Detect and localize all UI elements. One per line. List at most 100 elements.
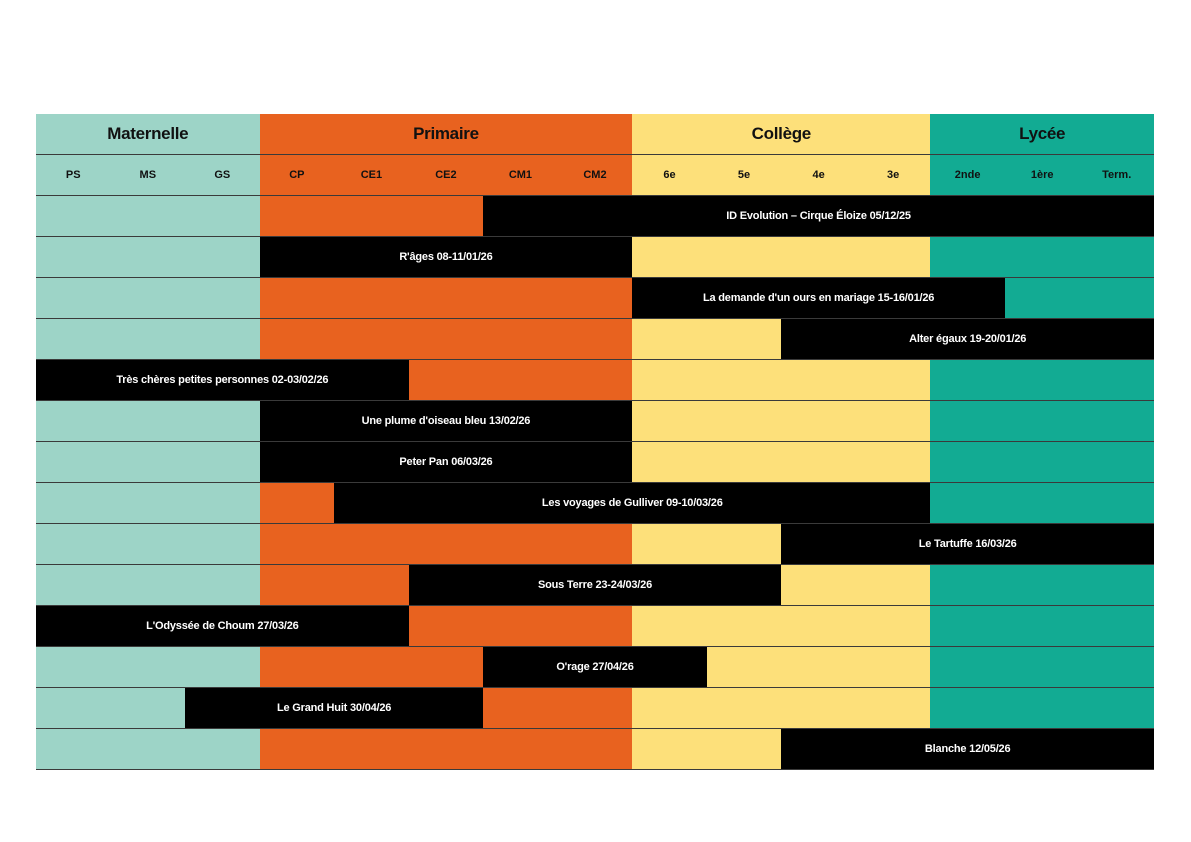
grade-cell <box>483 319 558 359</box>
grade-cell <box>36 278 111 318</box>
event-bar[interactable]: Sous Terre 23-24/03/26 <box>408 565 782 605</box>
grade-cell <box>632 524 707 564</box>
grade-cell <box>706 688 782 728</box>
level-header-college: Collège <box>632 114 931 155</box>
event-row: Blanche 12/05/26 <box>36 729 1154 770</box>
grade-cell <box>259 565 335 605</box>
event-bar[interactable]: Le Grand Huit 30/04/26 <box>185 688 484 728</box>
grade-cell <box>36 688 111 728</box>
event-bar[interactable]: Très chères petites personnes 02-03/02/2… <box>36 360 409 400</box>
grade-cell <box>706 606 782 646</box>
grade-cell <box>855 606 931 646</box>
level-header-primaire: Primaire <box>259 114 633 155</box>
grade-cell <box>110 483 186 523</box>
grade-cell <box>259 196 335 236</box>
grade-cell <box>706 360 782 400</box>
grade-header: 5e <box>706 155 782 195</box>
event-bar[interactable]: O'rage 27/04/26 <box>483 647 707 687</box>
grade-cell <box>632 606 707 646</box>
grade-header: 4e <box>781 155 856 195</box>
event-bar[interactable]: La demande d'un ours en mariage 15-16/01… <box>632 278 1005 318</box>
event-row: O'rage 27/04/26 <box>36 647 1154 688</box>
grade-cell <box>632 401 707 441</box>
grade-cell <box>36 483 111 523</box>
grade-cell <box>185 729 260 769</box>
event-bar[interactable]: Blanche 12/05/26 <box>781 729 1154 769</box>
grade-cell <box>557 524 633 564</box>
level-header-maternelle: Maternelle <box>36 114 260 155</box>
grade-cell <box>36 565 111 605</box>
grade-cell <box>632 688 707 728</box>
grade-cell <box>185 647 260 687</box>
grade-cell <box>1079 360 1154 400</box>
grade-header: CP <box>259 155 335 195</box>
level-header-row: Maternelle Primaire Collège Lycée <box>36 114 1154 155</box>
grade-cell <box>110 319 186 359</box>
grade-cell <box>930 606 1005 646</box>
grade-cell <box>1004 483 1080 523</box>
grade-cell <box>483 606 558 646</box>
event-row: Une plume d'oiseau bleu 13/02/26 <box>36 401 1154 442</box>
grade-cell <box>185 319 260 359</box>
grade-cell <box>185 196 260 236</box>
event-row: Le Grand Huit 30/04/26 <box>36 688 1154 729</box>
grade-cell <box>930 647 1005 687</box>
grade-cell <box>110 729 186 769</box>
grade-cell <box>408 196 484 236</box>
grade-cell <box>706 524 782 564</box>
event-bar[interactable]: Une plume d'oiseau bleu 13/02/26 <box>259 401 633 441</box>
grade-cell <box>334 524 409 564</box>
grade-header: 1ère <box>1004 155 1080 195</box>
grade-cell <box>110 196 186 236</box>
grade-cell <box>706 647 782 687</box>
grade-cell <box>36 237 111 277</box>
event-bar[interactable]: Alter égaux 19-20/01/26 <box>781 319 1154 359</box>
grade-cell <box>1004 606 1080 646</box>
event-row: R'âges 08-11/01/26 <box>36 237 1154 278</box>
grade-cell <box>1004 442 1080 482</box>
grade-cell <box>185 237 260 277</box>
grade-cell <box>408 319 484 359</box>
grade-cell <box>334 319 409 359</box>
grade-cell <box>706 442 782 482</box>
grade-cell <box>483 729 558 769</box>
event-bar[interactable]: R'âges 08-11/01/26 <box>259 237 633 277</box>
grade-cell <box>930 237 1005 277</box>
event-rows: ID Evolution – Cirque Éloize 05/12/25 R'â… <box>36 196 1154 770</box>
grade-cell <box>632 360 707 400</box>
grade-cell <box>930 688 1005 728</box>
event-row: Les voyages de Gulliver 09-10/03/26 <box>36 483 1154 524</box>
grade-cell <box>632 729 707 769</box>
grade-cell <box>930 442 1005 482</box>
grade-cell <box>408 729 484 769</box>
schedule-grid: Maternelle Primaire Collège Lycée PS MS GS CP C… <box>36 114 1154 770</box>
event-bar[interactable]: Les voyages de Gulliver 09-10/03/26 <box>334 483 931 523</box>
event-bar[interactable]: Le Tartuffe 16/03/26 <box>781 524 1154 564</box>
grade-cell <box>557 278 633 318</box>
event-row: La demande d'un ours en mariage 15-16/01… <box>36 278 1154 319</box>
grade-cell <box>36 647 111 687</box>
grade-cell <box>483 278 558 318</box>
event-bar[interactable]: Peter Pan 06/03/26 <box>259 442 633 482</box>
grade-cell <box>36 319 111 359</box>
grade-header-row: PS MS GS CP CE1 CE2 CM1 CM2 6e 5e 4e 3e 2nde 1ère Term… <box>36 155 1154 196</box>
grade-cell <box>110 278 186 318</box>
grade-header: CE2 <box>408 155 484 195</box>
grade-cell <box>110 565 186 605</box>
grade-cell <box>706 319 782 359</box>
grade-cell <box>1004 565 1080 605</box>
event-bar[interactable]: L'Odyssée de Choum 27/03/26 <box>36 606 409 646</box>
grade-cell <box>1004 647 1080 687</box>
grade-cell <box>408 524 484 564</box>
grade-cell <box>185 565 260 605</box>
event-row: Très chères petites personnes 02-03/02/2… <box>36 360 1154 401</box>
grade-header: CM2 <box>557 155 633 195</box>
event-bar[interactable]: ID Evolution – Cirque Éloize 05/12/25 <box>483 196 1154 236</box>
grade-cell <box>781 360 856 400</box>
grade-cell <box>706 401 782 441</box>
grade-cell <box>408 606 484 646</box>
grade-cell <box>408 278 484 318</box>
grade-cell <box>259 647 335 687</box>
grade-cell <box>781 237 856 277</box>
grade-cell <box>1079 278 1154 318</box>
